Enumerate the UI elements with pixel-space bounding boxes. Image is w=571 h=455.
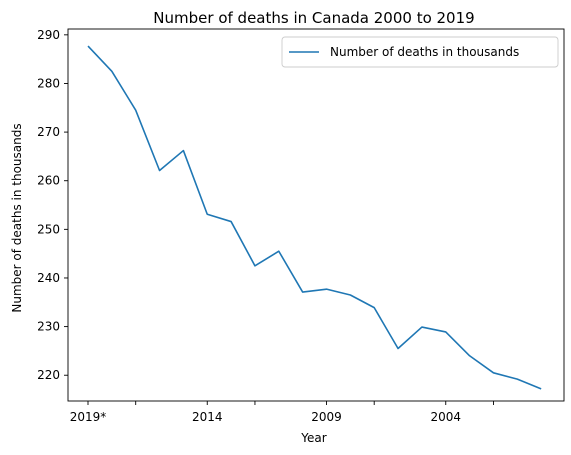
y-axis-ticks: 220 230 240 250 260 270 280 290 [37,28,68,382]
data-point [492,372,494,374]
y-tick-label: 220 [37,368,60,382]
y-tick-label: 290 [37,28,60,42]
chart-title: Number of deaths in Canada 2000 to 2019 [153,9,474,27]
data-point [421,326,423,328]
y-tick-label: 250 [37,222,60,236]
data-point [516,378,518,380]
data-point [397,347,399,349]
data-point [540,388,542,390]
data-point [159,170,161,172]
x-tick-label: 2019* [70,410,107,424]
legend: Number of deaths in thousands [281,36,559,68]
legend-label: Number of deaths in thousands [330,45,519,59]
data-point [135,109,137,111]
data-point [326,288,328,290]
y-tick-label: 260 [37,174,60,188]
x-axis-ticks: 2019* 2014 2009 2004 [70,401,494,424]
x-tick-label: 2009 [311,410,342,424]
x-axis-label: Year [300,431,326,445]
data-point [349,294,351,296]
x-tick-label: 2004 [430,410,461,424]
y-tick-label: 230 [37,320,60,334]
y-tick-label: 240 [37,271,60,285]
data-point [445,331,447,333]
data-point [182,150,184,152]
data-point [302,291,304,293]
y-tick-label: 280 [37,76,60,90]
data-point [373,307,375,309]
y-axis-label: Number of deaths in thousands [10,123,24,312]
data-point [111,70,113,72]
data-point [230,221,232,223]
data-point [278,250,280,252]
plot-area [68,29,564,401]
x-tick-label: 2014 [192,410,223,424]
legend-box [281,36,559,68]
data-point [87,45,89,47]
y-tick-label: 270 [37,125,60,139]
data-point [254,265,256,267]
plot-frame [67,28,565,402]
series-line [87,45,542,390]
data-point [469,355,471,357]
data-point [206,213,208,215]
